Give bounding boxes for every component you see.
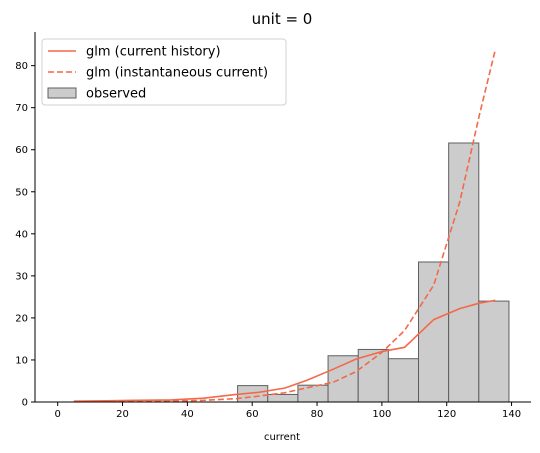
y-tick-label: 20 [15,313,28,324]
observed-bar [267,393,299,403]
observed-bars [237,142,510,403]
x-tick-label: 0 [55,409,61,420]
legend-glm-current-history-label: glm (current history) [86,45,221,60]
observed-bar [297,384,329,403]
observed-bar [387,358,420,403]
legend-observed-swatch [47,87,77,99]
y-tick-label: 40 [15,229,28,240]
y-tick-label: 50 [15,187,28,198]
x-tick-label: 100 [372,409,391,420]
y-tick-label: 70 [15,103,28,114]
x-axis-title: current [264,432,300,443]
glm-current-history-line [73,299,496,402]
x-tick-label: 20 [116,409,129,420]
x-tick-label: 140 [502,409,521,420]
legend-box [41,38,287,106]
observed-bar [418,261,450,403]
glm-curves [73,49,497,403]
x-tick-label: 40 [181,409,194,420]
y-tick-label: 0 [22,398,28,409]
legend-observed-label: observed [86,87,146,102]
observed-bar [448,142,480,403]
x-tick-label: 60 [246,409,259,420]
x-tick-label: 120 [437,409,456,420]
legend: glm (current history) glm (instantaneous … [41,38,287,106]
chart-title: unit = 0 [252,10,313,28]
x-tick-label: 80 [311,409,324,420]
y-tick-label: 80 [15,61,28,72]
observed-bar [478,300,510,403]
y-tick-label: 30 [15,271,28,282]
y-tick-label: 10 [15,355,28,366]
axes: 0 20 40 60 80 100 120 140 0 10 20 30 40 50 60 70 80 [15,32,531,420]
y-tick-label: 60 [15,145,28,156]
observed-bar [327,355,359,403]
legend-glm-instantaneous-current-label: glm (instantaneous current) [86,66,268,81]
glm-instantaneous-current-line [73,49,497,403]
